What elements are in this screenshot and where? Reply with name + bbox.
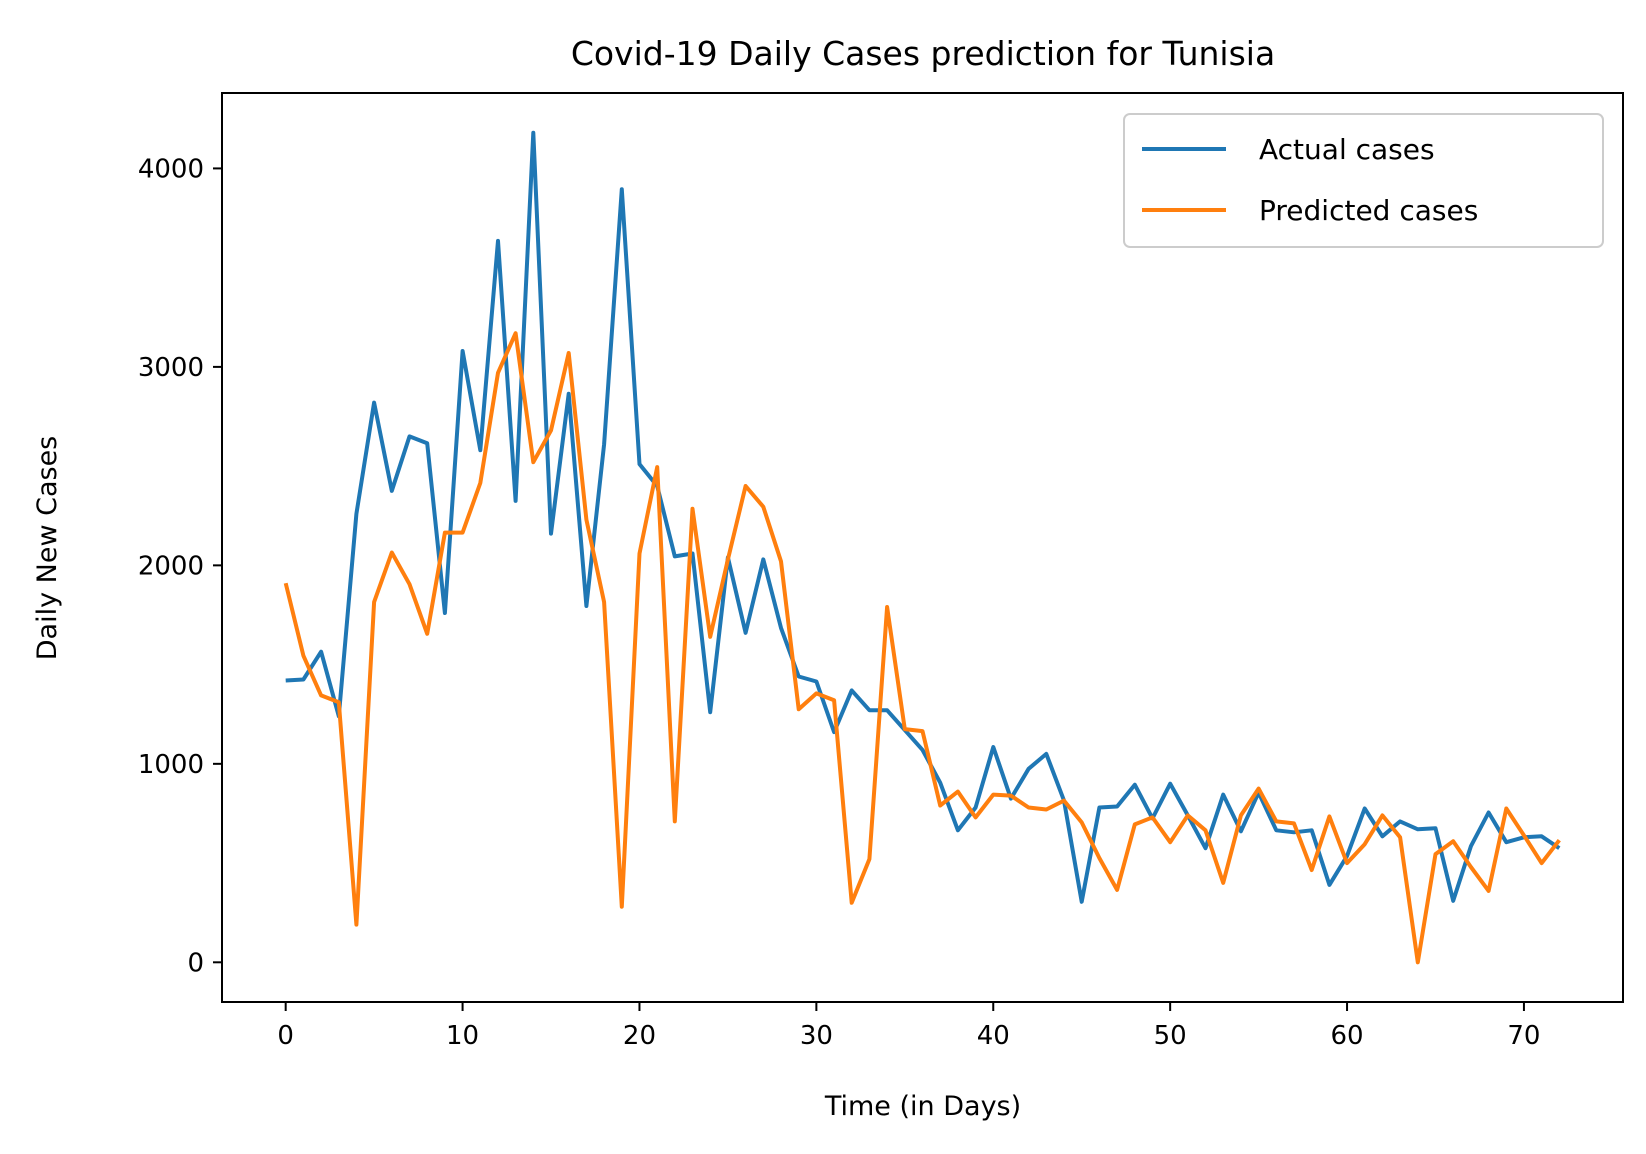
legend: Actual cases Predicted cases	[1123, 113, 1604, 248]
series-line-predicted-cases	[283, 331, 1561, 965]
x-tick-label: 10	[446, 1021, 479, 1051]
x-tick-label: 20	[623, 1021, 656, 1051]
series-line-actual-cases	[285, 130, 1561, 904]
x-tick-label: 60	[1330, 1021, 1363, 1051]
y-tick-label: 1000	[138, 750, 204, 780]
x-tick-label: 50	[1154, 1021, 1187, 1051]
y-tick-label: 4000	[138, 154, 204, 184]
x-axis-label: Time (in Days)	[824, 1091, 1021, 1122]
y-axis-ticks: 0 1000 2000 3000 4000	[138, 154, 222, 978]
x-tick-label: 30	[800, 1021, 833, 1051]
x-tick-label: 40	[977, 1021, 1010, 1051]
x-tick-label: 70	[1507, 1021, 1540, 1051]
legend-label-actual-cases: Actual cases	[1259, 133, 1435, 166]
chart-title: Covid-19 Daily Cases prediction for Tuni…	[571, 34, 1275, 73]
y-tick-label: 2000	[138, 551, 204, 581]
legend-frame	[1123, 113, 1604, 248]
y-tick-label: 0	[187, 948, 204, 978]
series-lines	[283, 130, 1561, 965]
x-tick-label: 0	[277, 1021, 294, 1051]
y-tick-label: 3000	[138, 353, 204, 383]
legend-label-predicted-cases: Predicted cases	[1259, 194, 1478, 227]
plot-area-frame	[221, 92, 1624, 1003]
y-axis-label: Daily New Cases	[32, 436, 63, 661]
x-axis-ticks: 0 10 20 30 40 50 60 70	[277, 1002, 1540, 1051]
